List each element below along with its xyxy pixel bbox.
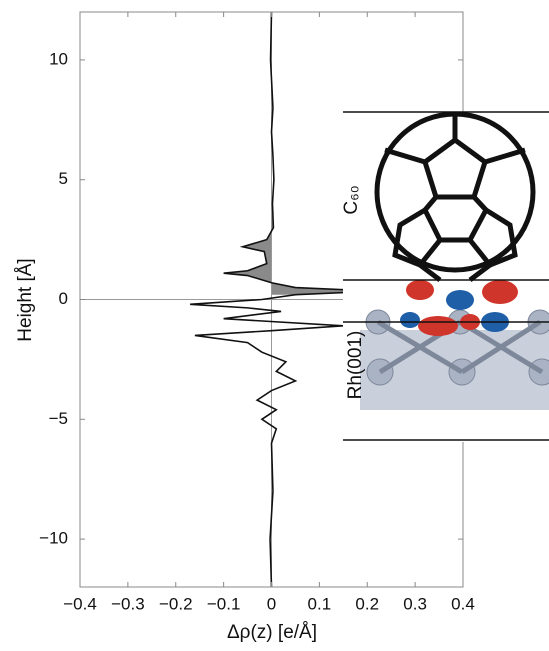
x-axis-label: Δρ(z) [e/Å] — [227, 622, 317, 643]
x-tick-label: −0.1 — [207, 594, 241, 613]
inset-label: C₆₀ — [341, 185, 362, 214]
inset-label: Rh(001) — [345, 331, 366, 400]
y-tick-label: 0 — [59, 289, 68, 308]
x-tick-label: 0.3 — [403, 594, 427, 613]
x-tick-label: −0.2 — [159, 594, 193, 613]
x-tick-label: 0.1 — [308, 594, 332, 613]
y-tick-label: −10 — [39, 529, 68, 548]
inset: C₆₀ Rh(001) — [341, 112, 549, 442]
y-tick-label: 5 — [59, 169, 68, 188]
x-tick-label: −0.4 — [63, 594, 97, 613]
x-tick-label: 0.2 — [355, 594, 379, 613]
x-tick-label: −0.3 — [111, 594, 145, 613]
y-tick-label: −5 — [49, 409, 68, 428]
chart: C₆₀ Rh(001) Height [Å] Δρ(z) [e/Å] −0.4−… — [0, 0, 549, 646]
y-axis-label: Height [Å] — [15, 258, 36, 341]
x-tick-label: 0 — [267, 594, 276, 613]
x-tick-label: 0.4 — [451, 594, 475, 613]
y-tick-label: 10 — [49, 49, 68, 68]
